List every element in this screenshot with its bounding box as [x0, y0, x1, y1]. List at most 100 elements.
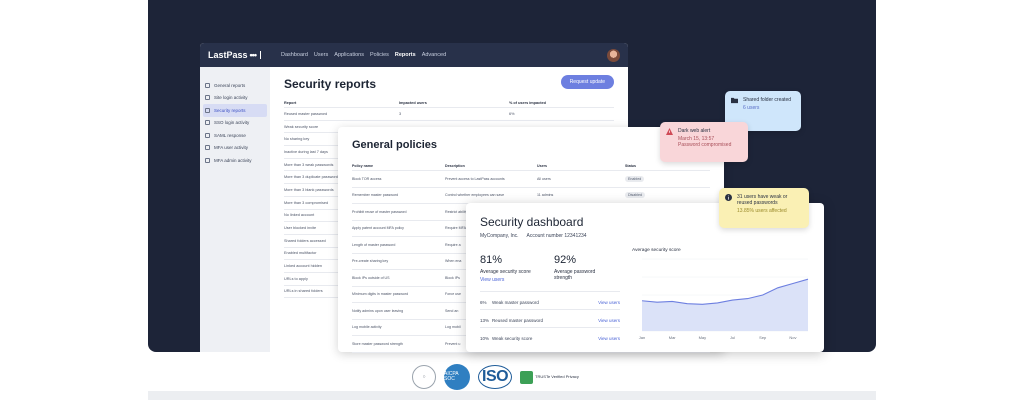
iso-badge: ISO	[478, 365, 513, 389]
table-cell: Prohibit reuse of master password	[352, 209, 407, 214]
table-cell: Pre-create sharing key	[352, 259, 389, 264]
logo-dots: •••	[249, 50, 258, 60]
metric-label: Average password strength	[554, 269, 596, 281]
table-cell: Prevent u	[445, 341, 461, 346]
chart-line	[641, 278, 809, 305]
user-avatar[interactable]	[607, 48, 620, 62]
table-cell: 11 admins	[537, 193, 554, 198]
table-cell: No linked account	[284, 213, 315, 218]
sidebar-item-label: MFA user activity	[214, 145, 249, 151]
table-cell: Send an	[445, 308, 459, 313]
table-cell: Minimum digits in master password	[352, 292, 409, 297]
nav-users[interactable]: Users	[313, 52, 329, 58]
view-users-link[interactable]: View users	[598, 317, 620, 323]
security-score-chart: Jan Mar May Jul Sep Nov	[639, 258, 809, 340]
stat-percent: 6%	[480, 299, 487, 305]
sidebar-item-label: MFA admin activity	[214, 157, 252, 163]
account-number: Account number 12341234	[526, 233, 587, 239]
metric-value: 92%	[554, 254, 577, 266]
sidebar-item-security-reports[interactable]: Security reports	[203, 104, 267, 117]
folder-icon	[731, 97, 738, 104]
company-info: MyCompany, Inc. Account number 12341234	[480, 233, 587, 239]
sidebar-item-general-reports[interactable]: General reports	[200, 79, 270, 92]
table-row[interactable]: Store master password strength Prevent u	[352, 336, 710, 353]
table-cell: Reused master password	[284, 111, 328, 116]
logo-bar	[259, 51, 261, 59]
table-cell: Require MFA	[445, 226, 466, 231]
table-cell: Restrict ability	[445, 209, 468, 214]
table-cell: URLs to apply	[284, 276, 308, 281]
column-header: Impacted users	[399, 101, 427, 105]
stat-row: 10% Weak security score View users	[480, 327, 620, 345]
sidebar-item-label: Site login activity	[214, 95, 248, 101]
sidebar-item-site-login-activity[interactable]: Site login activity	[200, 92, 270, 105]
sidebar-item-mfa-user-activity[interactable]: MFA user activity	[200, 142, 270, 155]
table-cell: Block TOR access	[352, 176, 382, 181]
nav-reports[interactable]: Reports	[394, 52, 416, 58]
notification-dark-web-alert[interactable]: Dark web alert March 15, 13:57 Password …	[660, 122, 748, 162]
stat-percent: 13%	[480, 317, 490, 323]
truste-badge: TRUSTe Verified Privacy	[520, 370, 579, 384]
badge-label: AICPA SOC	[444, 370, 459, 382]
status-badge: Enabled	[625, 175, 645, 182]
document-icon	[205, 157, 210, 163]
nav-advanced[interactable]: Advanced	[421, 52, 447, 58]
table-cell: Weak security score	[284, 124, 319, 129]
reports-sidebar: General reports Site login activity Secu…	[200, 67, 270, 352]
truste-icon	[520, 370, 534, 384]
chart-area	[642, 279, 808, 331]
table-cell: Log mobile activity	[352, 325, 382, 330]
request-update-button[interactable]: Request update	[560, 75, 614, 89]
table-cell: Notify admins upon user leaving	[352, 308, 404, 313]
metric-label: Average security score	[480, 269, 531, 275]
stat-row: 13% Reused master password View users	[480, 309, 620, 327]
table-row[interactable]: Remember master password Control whether …	[352, 188, 710, 204]
table-row[interactable]: Block TOR access Prevent access to LastPa…	[352, 171, 710, 188]
table-cell: All users	[537, 176, 551, 181]
table-row[interactable]: Reused master password 3 6%	[284, 108, 614, 121]
notification-title: 31 users have weak or reused passwords	[737, 194, 788, 206]
sidebar-item-label: SSO login activity	[214, 120, 250, 126]
general-policies-title: General policies	[352, 139, 437, 151]
table-header: Report Impacted users % of users impacte…	[284, 99, 614, 108]
table-cell: Require a	[445, 242, 461, 247]
stat-percent: 10%	[480, 335, 490, 341]
document-icon	[205, 82, 210, 88]
table-cell: 6%	[509, 111, 515, 116]
nav-applications[interactable]: Applications	[334, 52, 364, 58]
certification-seal-icon: ○	[412, 365, 436, 389]
view-users-link[interactable]: View users	[480, 277, 505, 283]
table-cell: More than 3 weak passwords	[284, 162, 334, 167]
column-header: % of users impacted	[509, 101, 546, 105]
table-cell: 3	[399, 111, 402, 116]
lastpass-logo[interactable]: LastPass •••	[208, 50, 261, 60]
notification-weak-passwords[interactable]: 31 users have weak or reused passwords 1…	[719, 188, 809, 228]
stat-label: Weak security score	[492, 335, 533, 341]
table-cell: Inactive during last 7 days	[284, 149, 328, 154]
notification-subtitle: 6 users	[743, 105, 760, 111]
table-cell: Log mobil	[445, 325, 461, 330]
column-header: Description	[445, 163, 465, 168]
sidebar-item-saml-response[interactable]: SAML response	[200, 129, 270, 142]
sidebar-item-label: General reports	[214, 82, 246, 88]
sidebar-item-sso-login-activity[interactable]: SSO login activity	[200, 117, 270, 130]
view-users-link[interactable]: View users	[598, 299, 620, 305]
table-cell: Block IPs outside of US	[352, 275, 390, 280]
chart-title: Average security score	[632, 248, 681, 253]
metric-security-score: 81% Average security score View users	[480, 254, 531, 283]
view-users-link[interactable]: View users	[598, 335, 620, 341]
table-cell: Apply patent account MFA policy	[352, 226, 404, 231]
warning-icon	[666, 128, 673, 135]
table-cell: Block IPs	[445, 275, 460, 280]
notification-title: Shared folder created	[743, 97, 792, 103]
table-cell: Shared folders accessed	[284, 238, 326, 243]
nav-policies[interactable]: Policies	[369, 52, 389, 58]
nav-menu: Dashboard Users Applications Policies Re…	[281, 52, 446, 58]
nav-dashboard[interactable]: Dashboard	[280, 52, 308, 58]
badge-label: TRUSTe Verified Privacy	[535, 373, 579, 379]
table-cell: Prevent access to LastPass accounts	[445, 176, 505, 181]
document-icon	[205, 120, 210, 126]
document-icon	[205, 132, 210, 138]
sidebar-item-mfa-admin-activity[interactable]: MFA admin activity	[200, 154, 270, 167]
info-icon	[725, 194, 732, 201]
